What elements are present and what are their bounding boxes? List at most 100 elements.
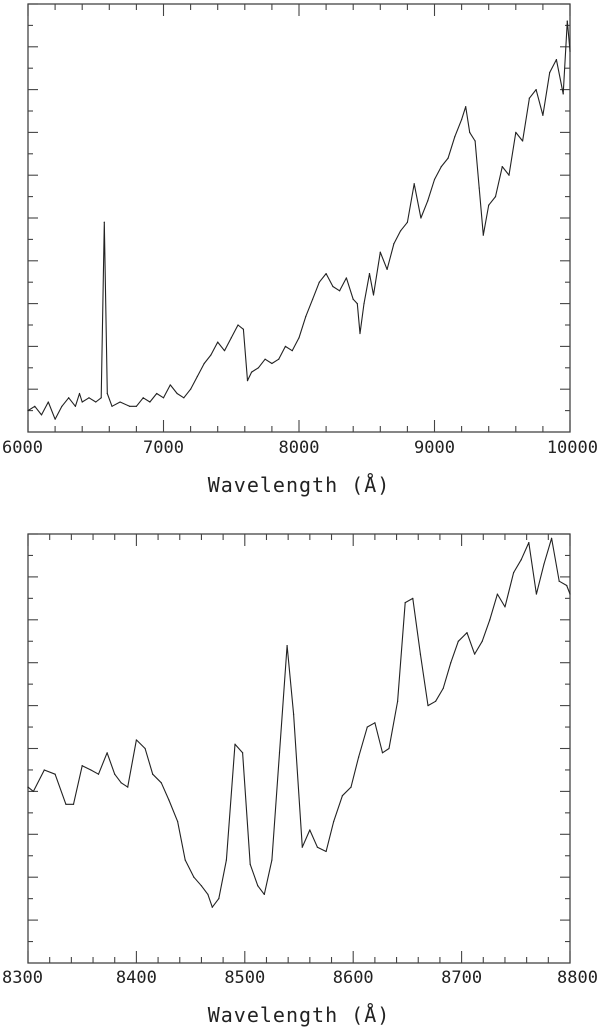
spectrum-point	[292, 713, 295, 715]
spectrum-point	[200, 885, 203, 887]
spectrum-point	[305, 315, 307, 318]
spectrum-point	[481, 640, 483, 642]
spectrum-point	[160, 782, 162, 784]
spectrum-point	[466, 632, 468, 634]
spectrum-point	[149, 401, 151, 403]
spectrum-point	[47, 401, 49, 403]
spectrum-point	[135, 405, 137, 407]
spectrum-point	[103, 221, 105, 223]
spectrum-point	[535, 89, 537, 91]
spectrum-point	[120, 782, 122, 784]
spectrum-point	[359, 332, 361, 335]
spectrum-point	[528, 97, 530, 99]
spectrum-point	[318, 281, 320, 283]
spectrum-point	[176, 392, 178, 395]
spectrum-point	[406, 221, 408, 223]
plot-frame	[27, 533, 571, 964]
spectrum-point	[309, 829, 311, 831]
spectrum-point	[142, 397, 144, 399]
spectrum-point	[350, 786, 352, 788]
spectrum-point	[207, 893, 209, 895]
spectrum-point	[106, 392, 108, 395]
spectrum-line	[27, 20, 571, 420]
spectrum-point	[246, 380, 249, 382]
x-tick-label: 8500	[224, 968, 265, 988]
spectrum-point	[386, 268, 388, 270]
spectrum-point	[543, 563, 545, 565]
spectrum-point	[316, 846, 319, 848]
spectrum-point	[81, 765, 83, 767]
spectrum-point	[569, 50, 571, 52]
x-axis-title: Wavelength (Å)	[208, 473, 391, 497]
x-tick-label: 6000	[2, 438, 43, 458]
x-tick-label: 8600	[333, 968, 374, 988]
spectrum-point	[54, 773, 56, 775]
spectrum-point	[152, 773, 154, 775]
spectrum-point	[95, 401, 97, 403]
x-axis-title: Wavelength (Å)	[208, 1003, 391, 1027]
spectrum-point	[257, 885, 259, 887]
spectrum-point	[478, 187, 480, 189]
spectrum-point	[74, 405, 77, 407]
spectrum-point	[434, 700, 437, 702]
spectrum-point	[223, 350, 226, 352]
spectrum-point	[450, 662, 452, 664]
spectrum-point	[366, 726, 368, 728]
spectrum-point	[454, 136, 456, 138]
x-tick-label: 8700	[441, 968, 482, 988]
spectrum-point	[339, 290, 341, 292]
spectrum-point	[168, 799, 170, 801]
spectrum-point	[203, 362, 205, 365]
spectrum-point	[494, 196, 497, 198]
spectrum-point	[562, 93, 564, 95]
spectrum-point	[40, 414, 43, 416]
spectrum-point	[162, 397, 165, 399]
spectrum-point	[27, 410, 29, 412]
x-tick-label: 8400	[116, 968, 157, 988]
spectrum-point	[81, 401, 83, 403]
spectrum-point	[427, 705, 429, 707]
spectrum-point	[61, 405, 63, 407]
spectrum-point	[286, 644, 288, 647]
spectrum-point	[566, 584, 568, 587]
spectrum-point	[298, 337, 300, 339]
spectrum-point	[474, 140, 476, 142]
spectrum-point	[461, 118, 463, 121]
spectrum-point	[332, 285, 334, 288]
spectrum-point	[34, 405, 36, 407]
spectrum-point	[263, 893, 265, 895]
spectrum-point	[301, 846, 303, 848]
x-tick-label: 10000	[547, 438, 598, 458]
spectrum-point	[257, 367, 259, 369]
spectrum-point	[242, 328, 245, 330]
spectrum-point	[271, 362, 273, 365]
spectrum-point	[515, 131, 517, 133]
spectrum-point	[90, 769, 92, 771]
spectrum-point	[183, 397, 185, 399]
spectrum-line	[27, 537, 571, 908]
spectrum-point	[412, 597, 414, 599]
spectrum-point	[234, 743, 236, 745]
spectrum-point	[43, 769, 45, 771]
spectrum-point	[420, 217, 422, 219]
spectrum-point	[88, 397, 90, 399]
spectrum-point	[129, 405, 131, 407]
bottom-spectrum-panel: 8300 8400 8500 8600 8700 8800 Wavelength (Å)	[2, 533, 598, 1027]
spectrum-point	[169, 384, 171, 386]
spectrum-point	[372, 294, 375, 296]
spectrum-point	[210, 354, 212, 356]
spectrum-point	[465, 106, 467, 108]
spectrum-point	[374, 722, 376, 724]
spectrum-point	[508, 174, 510, 176]
spectrum-point	[469, 131, 471, 133]
spectrum-point	[528, 541, 530, 544]
spectrum-point	[504, 606, 506, 608]
x-tick-label: 8000	[279, 438, 320, 458]
spectrum-point	[535, 593, 537, 595]
spectrum-point	[488, 204, 490, 206]
spectrum-point	[27, 786, 29, 788]
spectrum-point	[211, 906, 213, 908]
spectrum-point	[513, 572, 515, 574]
spectrum-point	[284, 345, 287, 347]
